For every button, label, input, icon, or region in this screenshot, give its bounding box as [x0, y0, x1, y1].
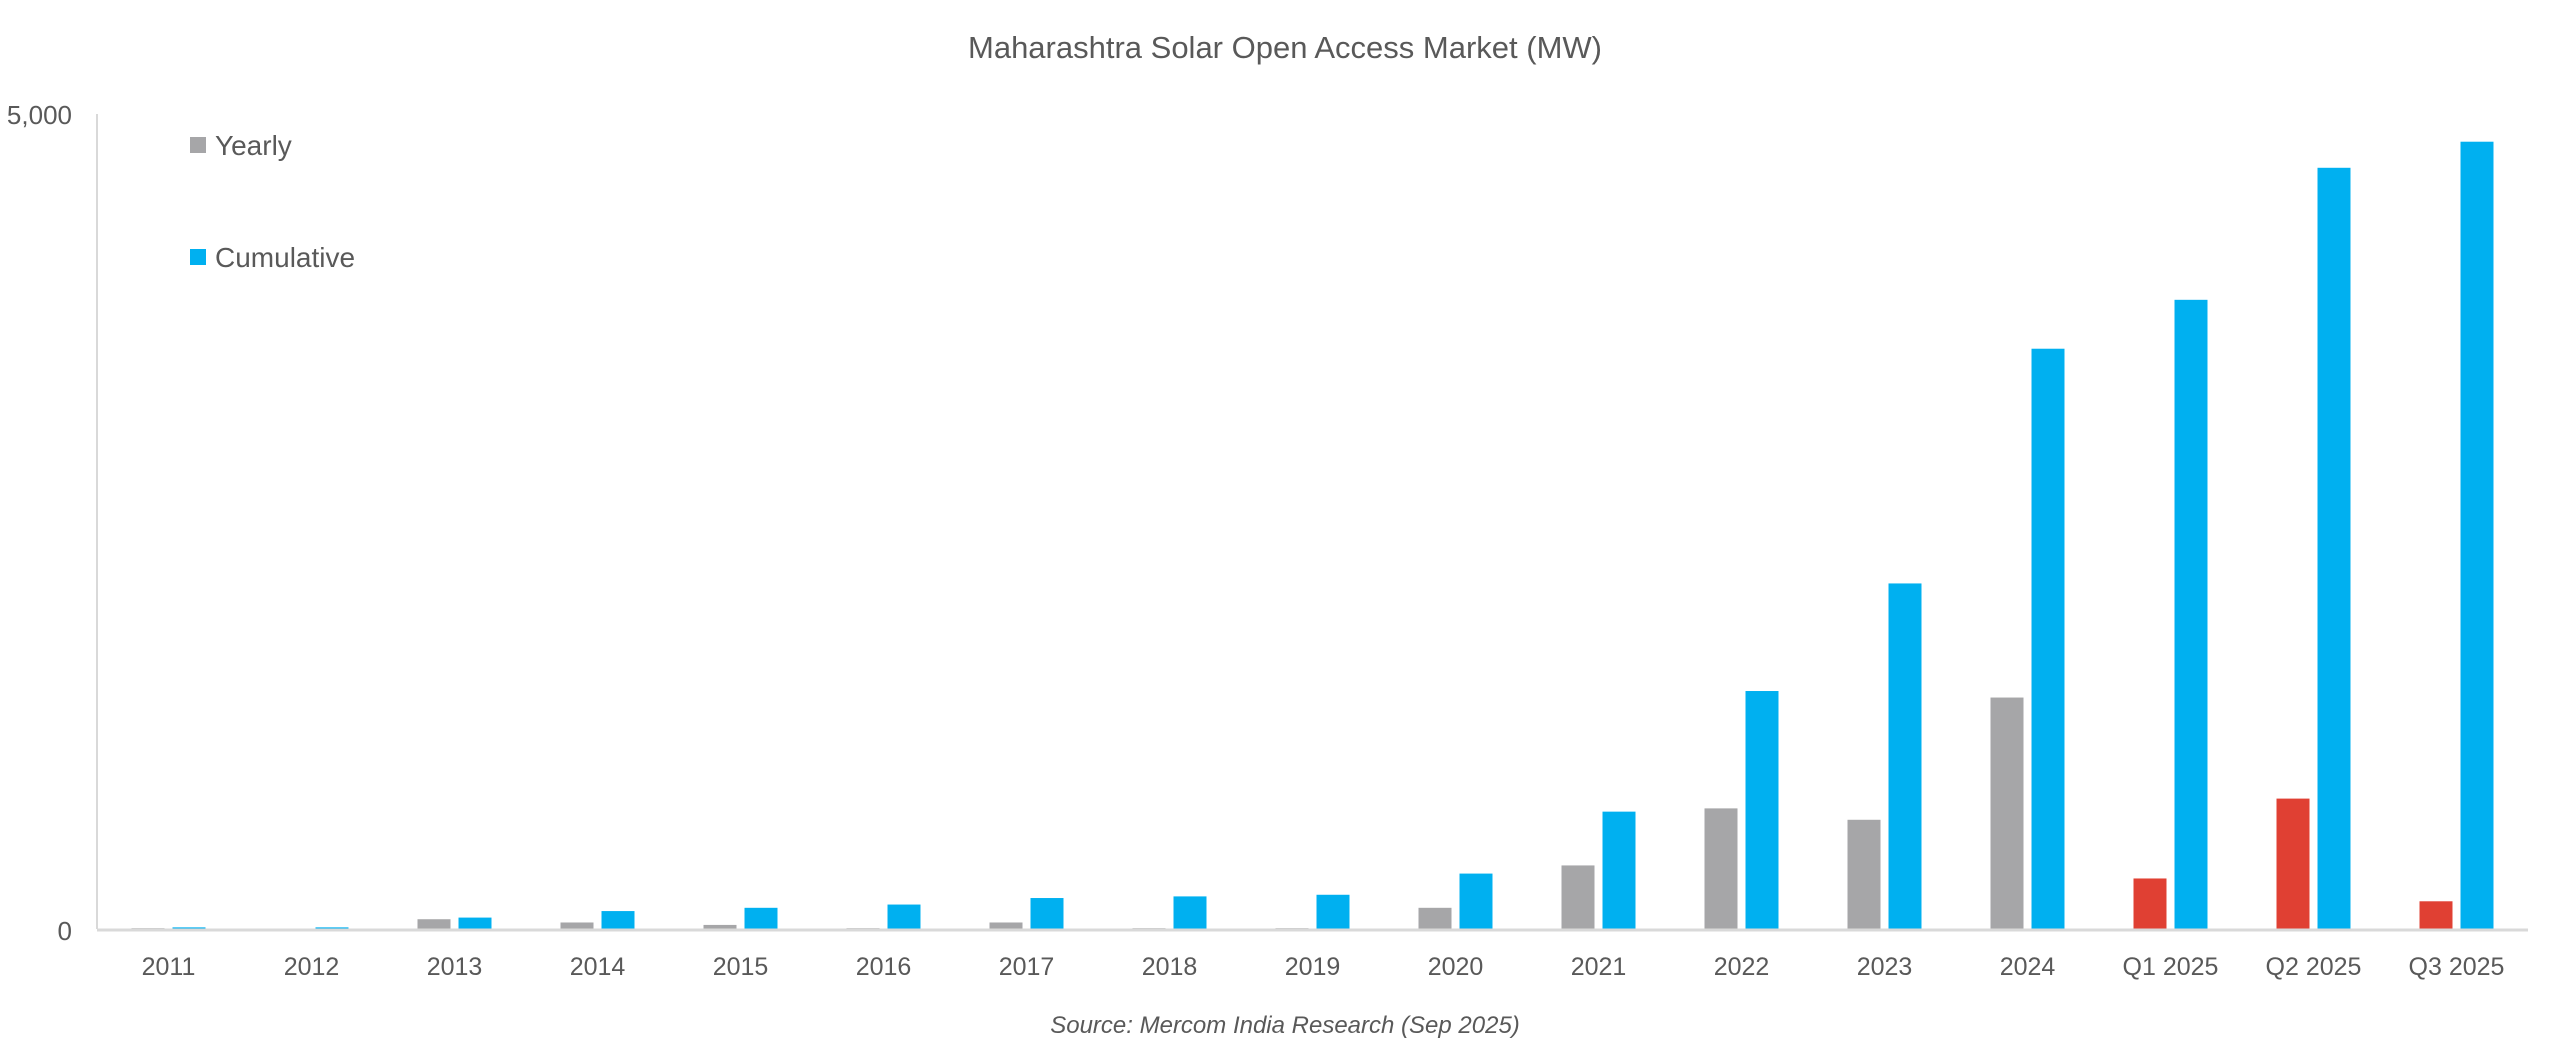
bar-yearly-2014: [560, 922, 594, 929]
bar-cumulative-2016: [887, 904, 921, 929]
bar-yearly-2020: [1418, 907, 1452, 929]
x-tick-label: 2011: [142, 953, 196, 981]
x-tick-label: 2023: [1857, 953, 1913, 981]
x-tick-label: 2024: [2000, 953, 2056, 981]
bar-cumulative-2011: [172, 927, 206, 930]
bar-yearly-q1-2025: [2133, 878, 2167, 929]
legend-label-yearly: Yearly: [215, 130, 292, 161]
bar-cumulative-q3-2025: [2460, 141, 2494, 929]
x-tick-label: 2017: [999, 953, 1055, 981]
x-tick-label: 2019: [1285, 953, 1341, 981]
legend-swatch-yearly: [190, 137, 206, 153]
x-tick-label: 2012: [284, 953, 340, 981]
bar-yearly-2021: [1561, 865, 1595, 929]
x-tick-label: 2018: [1142, 953, 1198, 981]
bar-cumulative-2021: [1602, 811, 1636, 929]
bar-cumulative-2014: [601, 911, 635, 929]
bar-cumulative-q2-2025: [2317, 167, 2351, 930]
x-tick-label: 2021: [1571, 953, 1627, 981]
x-tick-label: Q2 2025: [2266, 953, 2362, 981]
bar-yearly-2022: [1704, 808, 1738, 929]
bar-cumulative-2015: [744, 907, 778, 929]
x-tick-label: 2015: [713, 953, 769, 981]
legend: Yearly Cumulative: [190, 130, 355, 273]
bar-yearly-2015: [703, 924, 737, 929]
bar-cumulative-2019: [1316, 894, 1350, 929]
bar-cumulative-2018: [1173, 896, 1207, 929]
bar-yearly-2017: [989, 922, 1023, 929]
y-tick-label-0: 0: [58, 916, 72, 946]
y-tick-label-5000: 5,000: [7, 100, 72, 130]
x-tick-label: Q1 2025: [2123, 953, 2219, 981]
chart-title: Maharashtra Solar Open Access Market (MW…: [968, 30, 1602, 65]
x-tick-label: 2022: [1714, 953, 1770, 981]
bar-cumulative-2020: [1459, 873, 1493, 929]
x-tick-label: 2016: [856, 953, 912, 981]
bar-cumulative-2023: [1888, 583, 1922, 929]
x-tick-label: 2013: [427, 953, 483, 981]
x-tick-label: 2020: [1428, 953, 1484, 981]
bar-cumulative-q1-2025: [2174, 299, 2208, 929]
bar-yearly-2023: [1847, 819, 1881, 929]
bar-yearly-q2-2025: [2276, 798, 2310, 929]
x-tick-label: Q3 2025: [2409, 953, 2505, 981]
bar-yearly-2013: [417, 919, 451, 929]
x-tick-label: 2014: [570, 953, 626, 981]
bar-cumulative-2024: [2031, 348, 2065, 930]
bar-yearly-2024: [1990, 697, 2024, 929]
bar-yearly-q3-2025: [2419, 901, 2453, 929]
bar-cumulative-2013: [458, 917, 492, 929]
bar-cumulative-2017: [1030, 898, 1064, 929]
source-note: Source: Mercom India Research (Sep 2025): [1050, 1012, 1520, 1039]
legend-swatch-cumulative: [190, 249, 206, 265]
bar-cumulative-2012: [315, 927, 349, 930]
legend-label-cumulative: Cumulative: [215, 242, 355, 273]
bar-cumulative-2022: [1745, 691, 1779, 929]
